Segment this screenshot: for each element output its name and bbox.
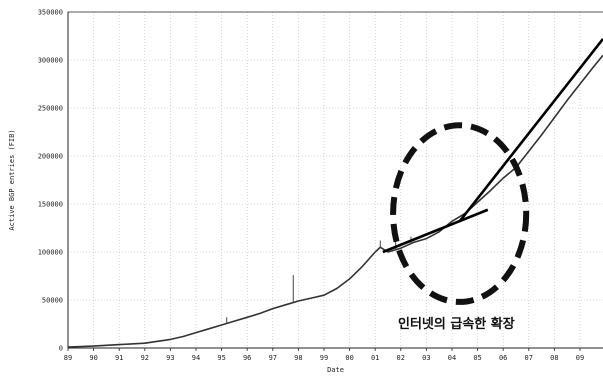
annotation-text: 인터넷의 급속한 확장 [398, 316, 515, 332]
x-tick-label: 02 [397, 354, 405, 362]
x-tick-label: 99 [320, 354, 328, 362]
data-series [67, 54, 603, 348]
y-tick-label: 200000 [38, 153, 63, 161]
y-tick-label: 50000 [42, 297, 63, 305]
x-tick-label: 95 [217, 354, 225, 362]
x-tick-label: 91 [115, 354, 123, 362]
y-axis-title: Active BGP entries (FIB) [8, 129, 16, 230]
x-axis-title: Date [327, 366, 344, 374]
annotation: 인터넷의 급속한 확장 [390, 122, 530, 332]
x-tick-label: 90 [89, 354, 97, 362]
trend-line [458, 38, 603, 223]
x-tick-label: 00 [345, 354, 353, 362]
x-tick-label: 94 [192, 354, 200, 362]
x-tick-label: 05 [473, 354, 481, 362]
y-tick-label: 350000 [38, 9, 63, 17]
axis-labels: Date Active BGP entries (FIB) [8, 129, 344, 374]
x-tick-label: 89 [64, 354, 72, 362]
x-tick-label: 09 [576, 354, 584, 362]
x-tick-label: 08 [550, 354, 558, 362]
x-tick-label: 93 [166, 354, 174, 362]
y-tick-label: 0 [59, 345, 63, 353]
x-tick-label: 03 [422, 354, 430, 362]
x-tick-label: 07 [525, 354, 533, 362]
y-tick-label: 100000 [38, 249, 63, 257]
axes: 0 50000 100000 150000 200000 250000 300000 3500… [38, 9, 603, 362]
x-tick-label: 04 [448, 354, 456, 362]
trend-line [382, 208, 489, 254]
y-tick-label: 250000 [38, 105, 63, 113]
y-tick-label: 300000 [38, 57, 63, 65]
y-tick-label: 150000 [38, 201, 63, 209]
x-tick-label: 06 [499, 354, 507, 362]
x-tick-label: 97 [269, 354, 277, 362]
x-tick-label: 96 [243, 354, 251, 362]
highlight-circle [390, 122, 530, 305]
x-tick-label: 01 [371, 354, 379, 362]
x-tick-label: 98 [294, 354, 302, 362]
bgp-entries-line [67, 54, 603, 348]
x-tick-label: 92 [141, 354, 149, 362]
trend-lines [382, 38, 603, 254]
